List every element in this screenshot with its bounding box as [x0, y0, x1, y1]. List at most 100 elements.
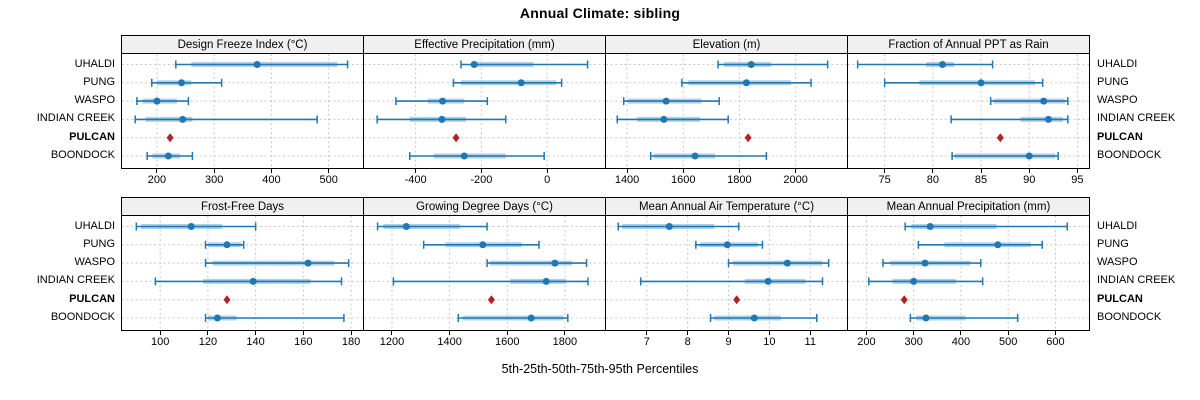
- series-pulcan: [122, 133, 363, 143]
- median-dot: [750, 314, 758, 322]
- x-tick-label: 0: [544, 174, 551, 186]
- median-dot: [253, 61, 261, 68]
- panel-plot: [847, 215, 1090, 331]
- panel-x-axis: -400 -200 0: [364, 169, 605, 193]
- panel-strip: Elevation (m): [605, 35, 848, 54]
- median-dot: [660, 115, 668, 123]
- site-label-right: PUNG: [1097, 75, 1129, 88]
- panel-plot: [363, 215, 606, 331]
- median-dot: [542, 277, 550, 285]
- median-dot: [662, 97, 670, 105]
- series-boondock: [606, 314, 847, 322]
- panel-x-axis: 1200 1400 1600 1800: [364, 331, 605, 355]
- series-indian-creek: [848, 115, 1089, 124]
- panel-x-axis: 1400 1600 1800 2000: [606, 169, 847, 193]
- site-label-left: INDIAN CREEK: [36, 274, 115, 287]
- median-dot: [747, 61, 755, 68]
- x-tick-mark: [213, 169, 215, 173]
- series-waspo: [122, 97, 363, 106]
- median-dot: [223, 241, 231, 249]
- panel-canvas: [848, 54, 1089, 168]
- x-tick-mark: [913, 331, 915, 335]
- panel-title: Mean Annual Precipitation (mm): [886, 200, 1051, 213]
- x-tick-label: 500: [999, 336, 1018, 348]
- panel-title: Fraction of Annual PPT as Rain: [888, 38, 1049, 51]
- x-tick-mark: [738, 169, 740, 173]
- panel-title: Growing Degree Days (°C): [416, 200, 553, 213]
- median-dot: [153, 97, 161, 105]
- series-indian-creek: [848, 277, 1089, 286]
- gridlines: [626, 54, 797, 168]
- series-pulcan: [848, 133, 1089, 143]
- series-boondock: [848, 152, 1089, 160]
- x-tick-label: 160: [294, 336, 313, 348]
- chart-title: Annual Climate: sibling: [519, 5, 681, 21]
- series-pung: [122, 240, 363, 249]
- panel-x-axis: 7 8 9 10 11: [606, 331, 847, 355]
- panel-canvas: [848, 216, 1089, 330]
- series-waspo: [848, 97, 1089, 106]
- median-dot: [439, 97, 447, 105]
- site-label-right: BOONDOCK: [1097, 149, 1162, 161]
- x-tick-mark: [865, 331, 867, 335]
- x-tick-mark: [159, 331, 161, 335]
- panel-strip: Design Freeze Index (°C): [121, 35, 364, 54]
- series-pung: [606, 78, 847, 87]
- highlight-diamond: [900, 295, 908, 305]
- x-tick-mark: [564, 331, 566, 335]
- panel-plot: [605, 215, 848, 331]
- gridlines: [391, 216, 566, 330]
- series-pung: [848, 240, 1089, 249]
- x-tick-mark: [302, 331, 304, 335]
- series-pung: [122, 78, 363, 87]
- x-tick-mark: [809, 331, 811, 335]
- highlight-diamond: [487, 295, 495, 305]
- x-tick-mark: [646, 331, 648, 335]
- x-tick-label: 500: [319, 174, 338, 186]
- x-tick-label: 180: [341, 336, 361, 348]
- panel-canvas: [364, 216, 605, 330]
- series-pung: [848, 78, 1089, 87]
- x-tick-mark: [1028, 169, 1030, 173]
- median-dot: [938, 61, 946, 68]
- x-tick-label: 75: [878, 174, 891, 186]
- x-tick-mark: [682, 169, 684, 173]
- series-pung: [606, 240, 847, 249]
- x-tick-label: 1800: [552, 336, 578, 348]
- x-tick-mark: [1054, 331, 1056, 335]
- x-tick-mark: [328, 169, 330, 173]
- site-label-left: INDIAN CREEK: [36, 112, 115, 125]
- x-tick-mark: [768, 331, 770, 335]
- panel-strip: Mean Annual Precipitation (mm): [847, 197, 1090, 216]
- site-label-left: PUNG: [83, 237, 115, 250]
- gridlines: [884, 54, 1078, 168]
- series-uhaldi: [122, 222, 363, 231]
- median-dot: [470, 61, 478, 68]
- x-tick-mark: [156, 169, 158, 173]
- median-dot: [179, 115, 187, 123]
- panel-canvas: [122, 216, 363, 330]
- median-dot: [517, 79, 525, 87]
- x-tick-label: -400: [404, 174, 427, 186]
- series-uhaldi: [364, 60, 605, 69]
- panel-canvas: [606, 216, 847, 330]
- x-tick-label: 140: [246, 336, 265, 348]
- highlight-diamond: [996, 133, 1004, 143]
- panel-canvas: [122, 54, 363, 168]
- x-tick-label: -200: [470, 174, 493, 186]
- series-pulcan: [606, 295, 847, 305]
- gridlines: [159, 216, 352, 330]
- x-tick-mark: [480, 169, 482, 173]
- series-pulcan: [122, 295, 363, 305]
- x-tick-mark: [546, 169, 548, 173]
- panel-title: Effective Precipitation (mm): [414, 38, 555, 51]
- x-tick-mark: [884, 169, 886, 173]
- x-tick-mark: [415, 169, 417, 173]
- site-label-right: WASPO: [1097, 94, 1138, 107]
- series-indian-creek: [606, 277, 847, 286]
- panel-title: Mean Annual Air Temperature (°C): [638, 200, 815, 213]
- median-dot: [551, 259, 559, 267]
- site-label-right: UHALDI: [1097, 57, 1138, 70]
- x-tick-label: 1200: [379, 336, 405, 348]
- x-tick-mark: [960, 331, 962, 335]
